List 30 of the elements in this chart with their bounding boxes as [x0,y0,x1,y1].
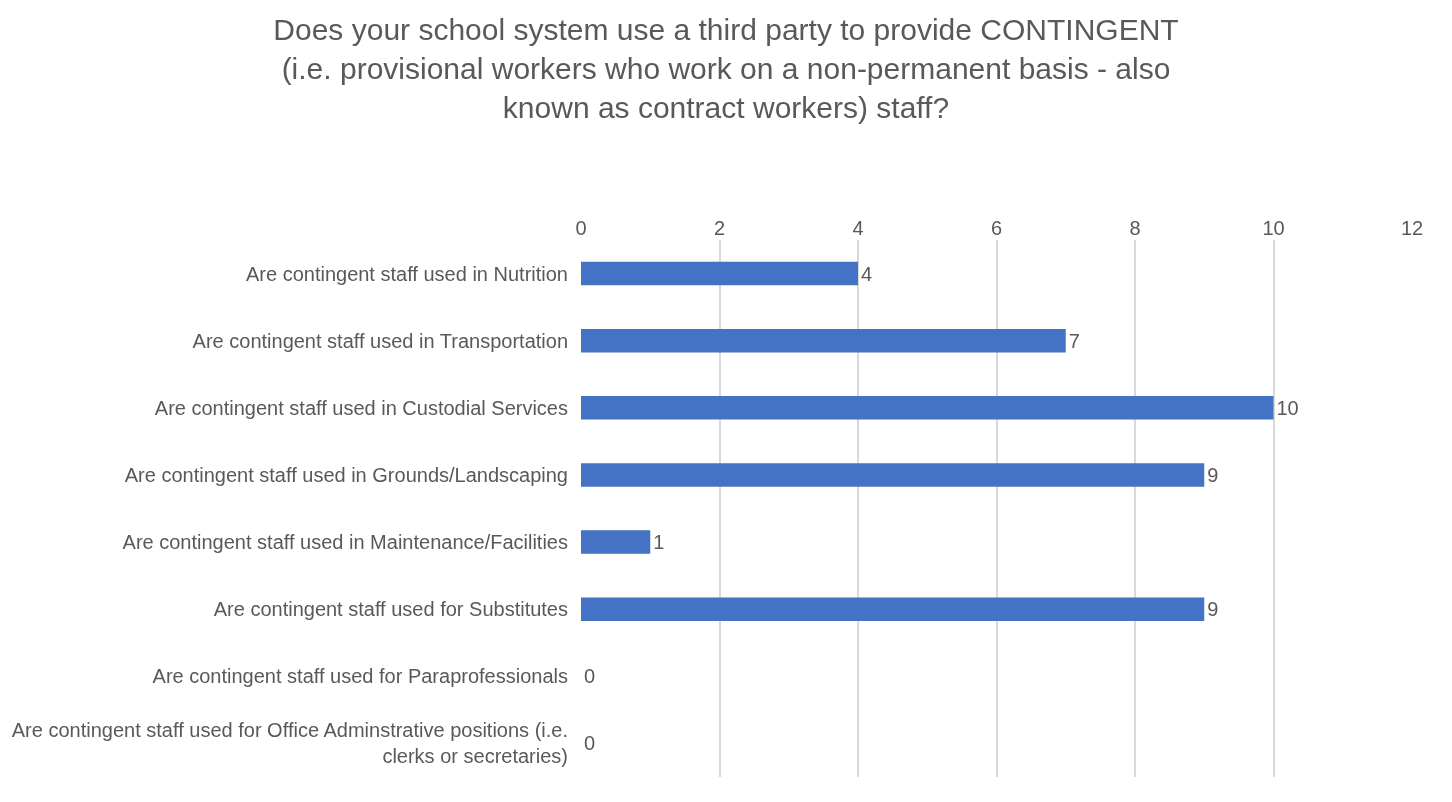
data-label: 9 [1207,598,1219,621]
x-tick-label: 0 [575,217,587,239]
chart-title: Does your school system use a third party to provide CONTINGENT (i.e. provisional workers who work on a non-permanent basis - also known as contract workers) staff? [273,13,1179,125]
data-label: 9 [1207,463,1219,486]
x-tick-label: 2 [713,217,726,239]
x-tick-label: 4 [852,217,864,239]
data-label: 0 [584,665,596,688]
y-tick-label: Are contingent staff used in Custodial Services [154,396,568,419]
x-tick-label: 8 [1129,217,1141,239]
y-tick-label: Are contingent staff used for Office Adminstrative positions (i.e. clerks or secretaries) [11,719,568,768]
y-tick-label: Are contingent staff used in Grounds/Landscaping [124,463,568,486]
bar [581,328,1066,353]
y-tick-label: Are contingent staff used in Nutrition [245,262,568,285]
y-tick-label: Are contingent staff used for Substitutes [213,598,568,621]
y-tick-label: Are contingent staff used in Maintenance/Facilities [122,531,568,554]
bar [581,463,1205,487]
x-tick-label: 10 [1262,217,1285,239]
bar [581,597,1205,621]
data-label: 10 [1276,396,1299,419]
x-tick-label: 6 [990,217,1003,239]
data-label: 4 [861,262,873,285]
data-label: 7 [1068,329,1080,352]
bar [581,530,651,554]
y-tick-label: Are contingent staff used in Transportation [192,329,568,352]
bar [581,396,1274,420]
x-tick-label: 12 [1400,217,1424,239]
y-tick-label: Are contingent staff used for Paraprofessionals [152,665,568,688]
data-label: 0 [584,732,596,755]
data-label: 1 [653,531,665,554]
bar [581,261,858,286]
